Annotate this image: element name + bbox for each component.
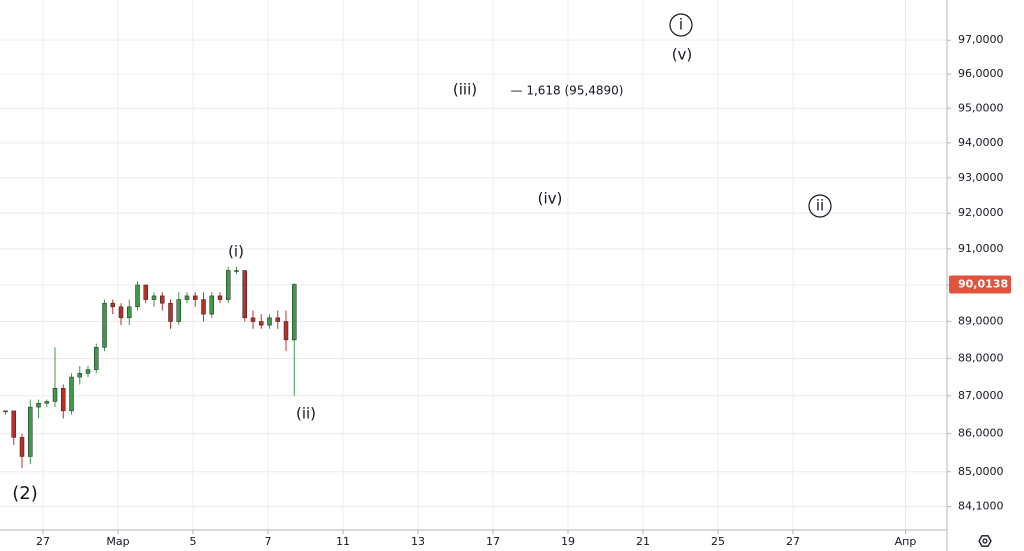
candle-body <box>118 306 124 319</box>
candle-body <box>61 388 66 412</box>
y-tick-label: 89,0000 <box>958 315 1004 328</box>
wave-label: — 1,618 (95,4890) <box>511 84 624 98</box>
x-tick-label: 11 <box>336 535 350 548</box>
y-tick-label: 97,0000 <box>958 33 1004 46</box>
x-tick-label: 25 <box>711 535 725 548</box>
y-tick-label: 86,0000 <box>958 427 1004 440</box>
grid <box>0 0 947 530</box>
candle-body <box>44 401 50 404</box>
settings-icon-center[interactable] <box>982 538 988 544</box>
x-tick-label: Апр <box>895 535 917 548</box>
last-price-label: 90,0138 <box>958 277 1008 290</box>
x-tick-label: 27 <box>36 535 50 548</box>
candle-body <box>193 295 198 300</box>
candle-body <box>267 317 272 326</box>
candle-body <box>52 388 58 402</box>
candle-body <box>85 369 91 374</box>
last-price-box <box>949 275 1011 294</box>
candle-body <box>259 321 264 326</box>
candle-body <box>292 284 297 341</box>
x-tick-label: 17 <box>486 535 500 548</box>
candle-body <box>226 270 231 300</box>
x-tick-label: 7 <box>265 535 272 548</box>
settings-button[interactable] <box>978 535 992 547</box>
candle-body <box>250 317 256 322</box>
candle-body <box>11 410 17 438</box>
candle-body <box>69 376 74 412</box>
x-tick-label: Мар <box>106 535 129 548</box>
x-tick-label: 21 <box>636 535 650 548</box>
candle-body <box>201 299 206 315</box>
y-tick-label: 93,0000 <box>958 171 1004 184</box>
settings-icon[interactable] <box>978 535 992 547</box>
y-tick-label: 96,0000 <box>958 67 1004 80</box>
y-tick-label: 95,0000 <box>958 101 1004 114</box>
candle-body <box>102 302 107 348</box>
candle-body <box>94 347 99 370</box>
x-tick-label: 19 <box>561 535 575 548</box>
candle-body <box>176 299 182 322</box>
candle-body <box>184 295 190 300</box>
wave-label: (iii) <box>453 81 477 99</box>
candle-body <box>143 284 149 300</box>
candle-body <box>160 295 165 304</box>
candle-body <box>135 284 140 308</box>
y-tick-label: 85,0000 <box>958 465 1004 478</box>
candle-body <box>151 295 157 300</box>
wave-label: (v) <box>672 46 693 64</box>
candle-body <box>28 406 33 457</box>
candle-body <box>110 302 116 308</box>
candle-body <box>3 410 8 413</box>
x-tick-label: 5 <box>190 535 197 548</box>
wave-circle <box>669 13 693 37</box>
wave-circle <box>808 194 832 218</box>
y-tick-label: 92,0000 <box>958 206 1004 219</box>
candle-body <box>234 270 239 272</box>
wave-label: ii <box>816 197 824 215</box>
y-tick-label: 84,1000 <box>958 500 1004 513</box>
candle-body <box>77 373 83 378</box>
wave-label: (2) <box>12 483 38 504</box>
wave-label: i <box>679 16 683 34</box>
candle-body <box>168 302 173 322</box>
x-tick-label: 13 <box>411 535 425 548</box>
y-tick-label: 87,0000 <box>958 389 1004 402</box>
candle-body <box>127 306 132 319</box>
wave-label: (iv) <box>538 190 563 208</box>
x-tick-label: 27 <box>786 535 800 548</box>
y-tick-label: 88,0000 <box>958 351 1004 364</box>
candle-body <box>283 321 289 341</box>
y-tick-label: 94,0000 <box>958 136 1004 149</box>
candle-body <box>275 317 281 322</box>
candle-body <box>217 295 223 300</box>
candle-body <box>242 270 248 319</box>
wave-label: (ii) <box>296 405 316 423</box>
candle-body <box>209 295 215 315</box>
candle-body <box>36 403 41 408</box>
wave-label: (i) <box>228 243 244 261</box>
y-tick-label: 91,0000 <box>958 242 1004 255</box>
candle-body <box>19 437 25 457</box>
